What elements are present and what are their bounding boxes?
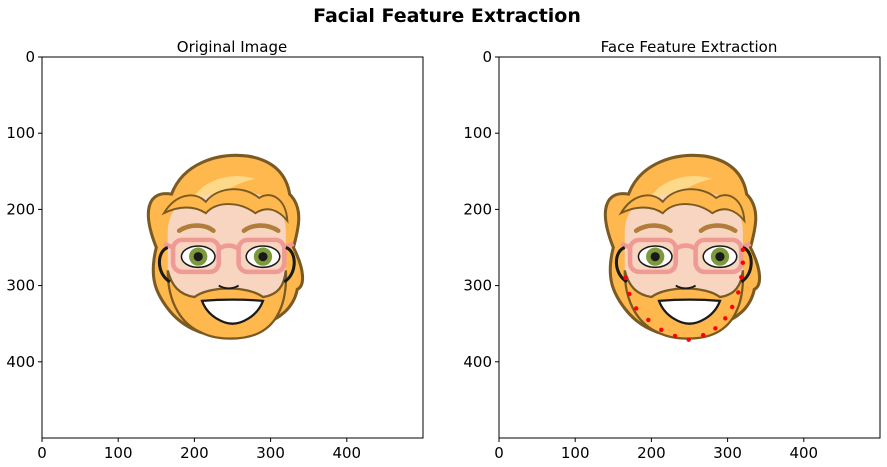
ear-left — [157, 246, 171, 284]
axes-frame — [498, 56, 881, 439]
feature-point — [672, 333, 678, 339]
x-tick-label: 400 — [789, 444, 818, 462]
y-tick-label: 400 — [6, 353, 35, 371]
mouth — [657, 298, 722, 325]
feature-point — [739, 275, 744, 280]
mouth — [200, 298, 265, 325]
left-eyebrow — [633, 223, 673, 234]
nose — [218, 284, 240, 290]
hair-bangs — [618, 188, 746, 224]
y-tick-label: 300 — [463, 277, 492, 295]
x-tick-label: 100 — [104, 444, 133, 462]
face-image — [146, 153, 305, 340]
x-tick-label: 100 — [561, 444, 590, 462]
y-tick-label: 100 — [463, 124, 492, 142]
axes-original-image: Original Image 0 100 200 300 400 0 100 200 300 40… — [6, 38, 424, 462]
feature-point — [627, 291, 632, 297]
x-tick-label: 0 — [494, 444, 504, 462]
ear-right — [283, 246, 296, 284]
feature-point — [686, 337, 691, 342]
y-tick-label: 0 — [25, 48, 35, 66]
right-eyebrow — [241, 223, 281, 234]
left-pupil — [650, 252, 660, 262]
feature-point — [723, 316, 728, 321]
x-tick-label: 400 — [332, 444, 361, 462]
figure-suptitle: Facial Feature Extraction — [313, 5, 581, 27]
glasses-bridge — [674, 243, 697, 251]
left-lens — [170, 237, 222, 275]
feature-point — [701, 332, 706, 338]
y-tick-label: 100 — [6, 124, 35, 142]
feature-point — [740, 260, 746, 265]
y-tick-label: 200 — [463, 200, 492, 218]
axes-frame — [41, 56, 424, 439]
hair-bangs — [161, 188, 289, 224]
x-tick-label: 200 — [637, 444, 666, 462]
face-image — [603, 153, 762, 340]
nose — [675, 284, 697, 290]
hair-top-highlight — [190, 176, 256, 202]
feature-point — [633, 306, 639, 311]
feature-point — [646, 317, 651, 323]
feature-point — [740, 247, 746, 252]
x-tick-label: 300 — [713, 444, 742, 462]
feature-point — [659, 327, 664, 332]
glasses-arm-left — [163, 241, 174, 250]
feature-point — [713, 326, 718, 331]
feature-point — [729, 304, 735, 310]
y-tick-label: 400 — [463, 353, 492, 371]
glasses-bridge — [217, 243, 240, 251]
y-tick-label: 300 — [6, 277, 35, 295]
feature-point — [623, 275, 628, 281]
x-tick-label: 0 — [37, 444, 47, 462]
right-lens — [236, 237, 287, 275]
right-lens — [693, 237, 744, 275]
axes-title: Original Image — [177, 38, 287, 56]
left-eyebrow — [176, 223, 216, 234]
right-pupil — [258, 252, 268, 262]
feature-point — [736, 290, 741, 295]
x-tick-label: 300 — [256, 444, 285, 462]
left-lens — [627, 237, 679, 275]
x-tick-label: 200 — [180, 444, 209, 462]
glasses-arm-left — [620, 241, 631, 250]
axes-face-feature-extraction: Face Feature Extraction 0 100 200 300 400 0 10… — [463, 38, 881, 462]
axes-title: Face Feature Extraction — [601, 38, 778, 56]
right-pupil — [715, 252, 725, 262]
y-tick-label: 0 — [482, 48, 492, 66]
left-pupil — [193, 252, 203, 262]
ear-right — [740, 246, 753, 284]
glasses-arm-right — [740, 241, 752, 250]
hair-top-highlight — [647, 176, 713, 202]
y-tick-label: 200 — [6, 200, 35, 218]
right-eyebrow — [698, 223, 738, 234]
glasses-arm-right — [283, 241, 295, 250]
